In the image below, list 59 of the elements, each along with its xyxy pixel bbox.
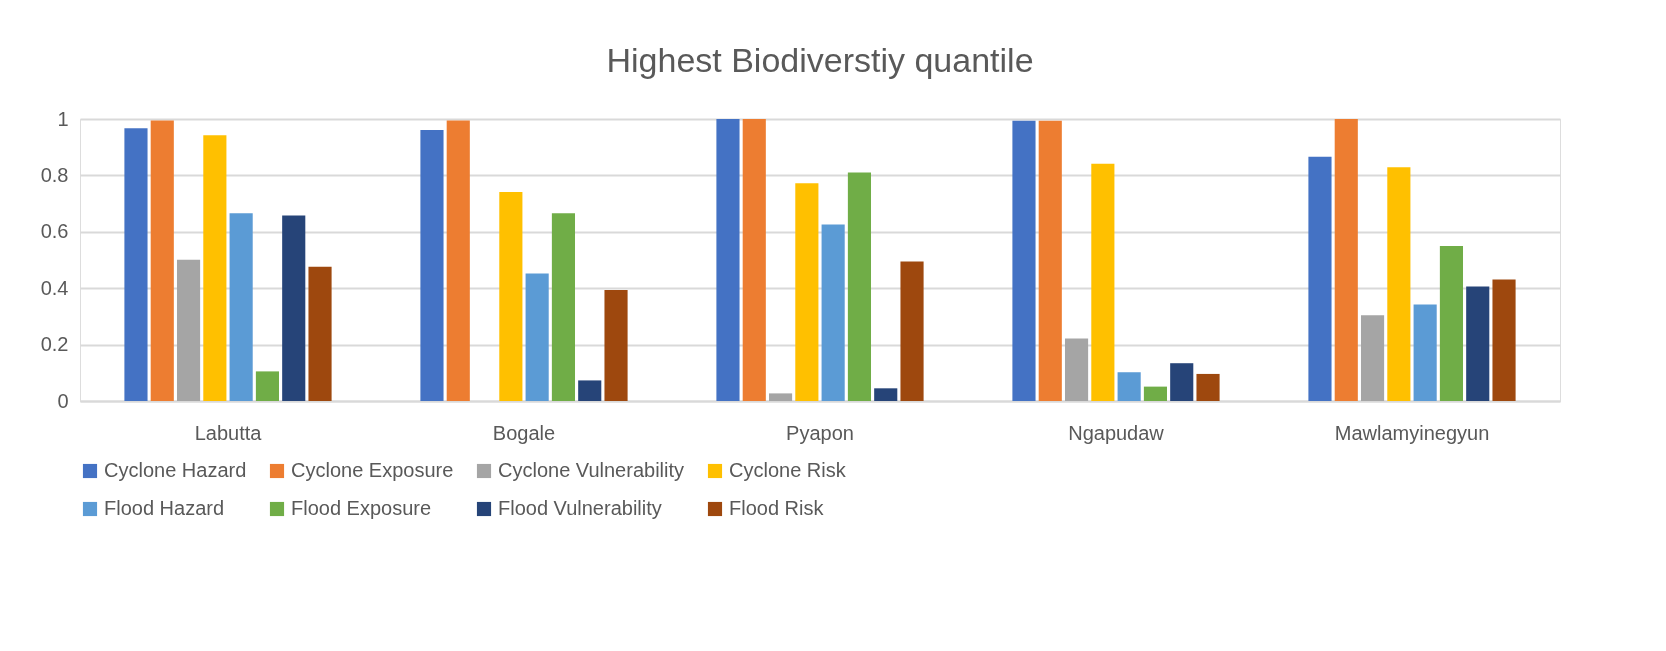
bar <box>1334 119 1358 401</box>
legend-label: Flood Risk <box>729 497 825 519</box>
bar <box>229 213 253 401</box>
y-tick-label: 0.4 <box>40 276 69 299</box>
bar <box>900 261 924 401</box>
x-tick-label: Mawlamyinegyun <box>1334 421 1490 444</box>
x-tick-label: Ngapudaw <box>1068 421 1165 444</box>
bar <box>1064 338 1089 401</box>
bar <box>176 259 201 401</box>
bar <box>308 266 332 401</box>
bar <box>578 380 602 401</box>
bar <box>150 120 174 401</box>
legend-label: Cyclone Risk <box>729 459 847 481</box>
y-tick-label: 1 <box>57 107 69 130</box>
legend-label: Flood Exposure <box>291 497 432 519</box>
x-tick-label: Bogale <box>492 421 556 444</box>
bar <box>821 224 845 401</box>
bar <box>1308 156 1332 401</box>
bar <box>420 130 444 401</box>
y-tick-label: 0 <box>57 389 69 412</box>
bar <box>1091 163 1115 401</box>
bar <box>768 393 793 401</box>
bar <box>742 119 766 401</box>
y-tick-label: 0.8 <box>40 163 69 186</box>
bar <box>203 135 227 401</box>
bar <box>1439 245 1464 401</box>
legend-label: Cyclone Vulnerability <box>498 459 685 481</box>
bar <box>1387 167 1411 401</box>
bar <box>1413 304 1437 401</box>
bar <box>1360 315 1385 401</box>
bar <box>795 183 819 401</box>
legend-label: Cyclone Exposure <box>291 459 454 481</box>
y-tick-label: 0.6 <box>40 220 69 243</box>
bar <box>255 371 280 401</box>
bar <box>604 289 628 401</box>
legend-label: Flood Vulnerability <box>498 497 662 519</box>
legend-label: Cyclone Hazard <box>104 459 247 481</box>
y-tick-label: 0.2 <box>40 333 69 356</box>
bar <box>1117 372 1141 401</box>
bar <box>282 215 306 401</box>
bar <box>499 192 523 401</box>
bar <box>551 213 576 401</box>
x-tick-label: Labutta <box>194 421 263 444</box>
bar <box>1492 279 1516 401</box>
bar <box>1012 120 1036 401</box>
bar <box>847 172 872 401</box>
bar <box>1143 386 1168 401</box>
x-tick-label: Pyapon <box>786 421 854 444</box>
bar <box>716 119 740 401</box>
bar <box>1466 286 1490 401</box>
legend-label: Flood Hazard <box>104 497 225 519</box>
bar <box>525 273 549 401</box>
bar <box>446 120 470 401</box>
bar <box>1170 363 1194 401</box>
bar <box>1038 120 1062 401</box>
bar <box>1196 373 1220 401</box>
bar <box>124 128 148 401</box>
chart-title: Highest Biodiverstiy quantile <box>606 41 1034 79</box>
bar <box>874 388 898 401</box>
